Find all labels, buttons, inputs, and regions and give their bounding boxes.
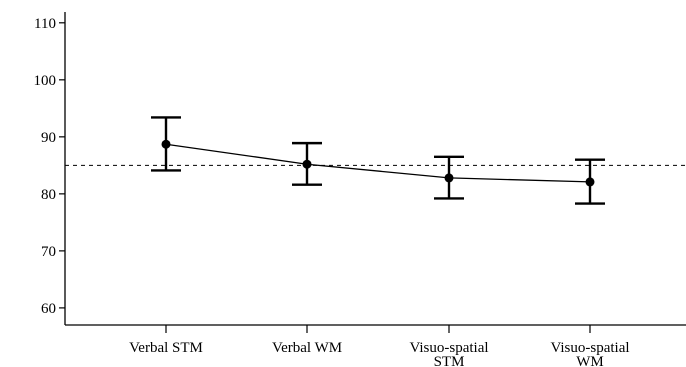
- x-tick-label-line: Visuo-spatial: [550, 340, 629, 356]
- data-point: [444, 173, 454, 183]
- x-tick-label-line: Visuo-spatial: [409, 340, 488, 356]
- x-tick-label-line: STM: [434, 354, 465, 367]
- series-line: [165, 143, 591, 183]
- x-tick-label-line: Verbal STM: [129, 340, 203, 356]
- y-tick-label: 110: [34, 16, 56, 32]
- data-point: [161, 139, 171, 149]
- series-group: [151, 116, 605, 205]
- data-point: [302, 159, 312, 169]
- x-tick-label: Visuo-spatial WM: [550, 340, 629, 367]
- x-tick-label-line: WM: [576, 354, 604, 367]
- y-tick-label: 100: [34, 73, 57, 89]
- x-tick-label: Visuo-spatial STM: [409, 340, 488, 367]
- y-tick-label: 60: [41, 301, 56, 317]
- y-tick-label: 90: [41, 130, 56, 146]
- x-tick-label: Verbal STM: [129, 340, 203, 356]
- x-tick-label-line: Verbal WM: [272, 340, 342, 356]
- category-labels: Verbal STM Verbal WM Visuo-spatial STMVisuo…: [129, 340, 629, 367]
- axes: 60 70 80 90 100 110: [34, 12, 686, 333]
- y-tick-label: 80: [41, 187, 56, 203]
- data-point: [585, 177, 595, 187]
- x-tick-label: Verbal WM: [272, 340, 342, 356]
- y-tick-label: 70: [41, 244, 56, 260]
